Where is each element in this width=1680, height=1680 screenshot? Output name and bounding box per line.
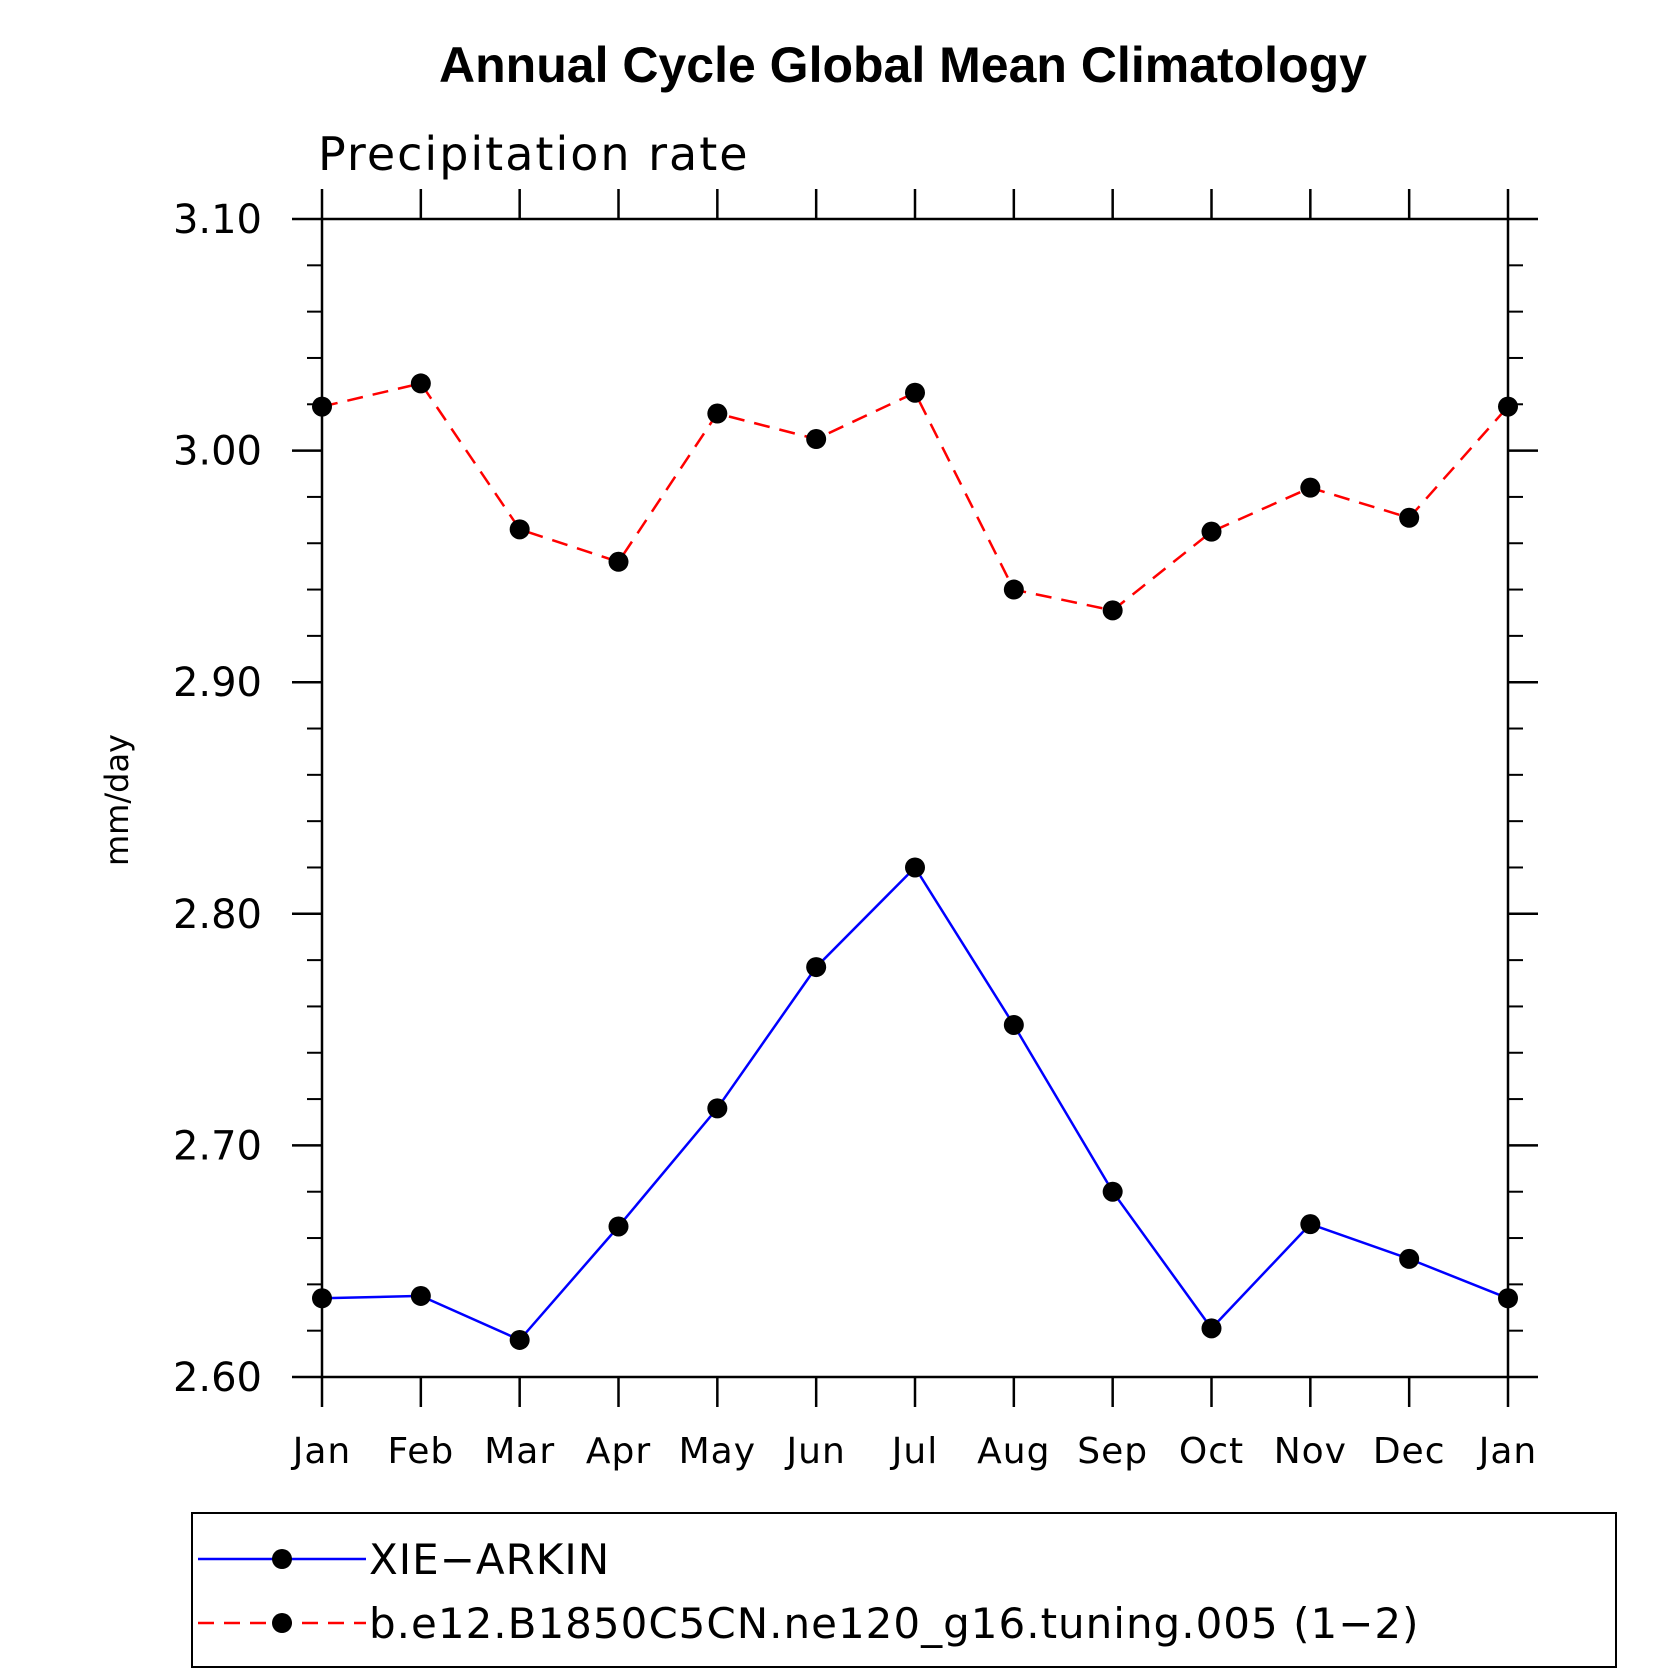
data-point	[707, 403, 728, 424]
series-2	[312, 373, 1518, 621]
x-tick-label: Aug	[977, 1431, 1050, 1472]
legend-label-2: b.e12.B1850C5CN.ne120_g16.tuning.005 (1−…	[369, 1599, 1420, 1648]
x-tick-label: Oct	[1179, 1431, 1244, 1472]
y-tick-label: 3.10	[173, 197, 262, 243]
x-tick-label: Jun	[785, 1431, 846, 1472]
y-axis-label: mm/day	[98, 734, 136, 866]
x-tick-label: Feb	[387, 1431, 454, 1472]
y-tick-label: 2.60	[173, 1355, 262, 1401]
data-point	[1498, 1288, 1518, 1309]
data-point	[608, 1216, 629, 1237]
data-point	[410, 373, 431, 394]
x-tick-label: Mar	[484, 1431, 555, 1472]
chart-subtitle: Precipitation rate	[318, 127, 750, 181]
legend-label-1: XIE−ARKIN	[369, 1535, 610, 1584]
data-point	[806, 429, 827, 450]
x-tick-label: Sep	[1077, 1431, 1148, 1472]
data-point	[1399, 507, 1420, 528]
legend-box	[191, 1512, 1617, 1668]
series-layer	[312, 373, 1518, 1350]
data-point	[410, 1285, 431, 1306]
data-point	[1102, 600, 1123, 621]
y-axis: 2.60 2.70 2.80 2.90 3.00 3.10	[173, 197, 1538, 1401]
x-tick-label: Jul	[890, 1431, 938, 1472]
x-tick-label: May	[679, 1431, 756, 1472]
data-point	[1003, 579, 1024, 600]
data-point	[1201, 1318, 1222, 1339]
y-tick-label: 3.00	[173, 429, 262, 475]
y-tick-label: 2.80	[173, 892, 262, 938]
x-tick-label: Apr	[586, 1431, 651, 1472]
chart-title: Annual Cycle Global Mean Climatology	[439, 37, 1367, 93]
x-tick-label: Nov	[1274, 1431, 1347, 1472]
data-point	[806, 957, 827, 978]
series-line	[321, 381, 1509, 612]
data-point	[1300, 477, 1321, 498]
series-line	[321, 865, 1509, 1342]
y-tick-label: 2.90	[173, 660, 262, 706]
data-point	[707, 1098, 728, 1119]
x-tick-label: Jan	[1477, 1431, 1538, 1472]
data-point	[1102, 1181, 1123, 1202]
x-axis: Jan Feb Mar Apr May Jun Jul Aug Sep Oct Nov Dec Jan	[291, 189, 1538, 1472]
data-point	[1201, 521, 1222, 542]
data-point	[608, 551, 629, 572]
data-point	[1399, 1248, 1420, 1269]
legend-marker-1	[272, 1549, 292, 1569]
legend-marker-2	[272, 1613, 292, 1633]
x-tick-label: Dec	[1373, 1431, 1446, 1472]
data-point	[1003, 1014, 1024, 1035]
data-point	[1300, 1214, 1321, 1235]
legend: XIE−ARKIN b.e12.B1850C5CN.ne120_g16.tunin…	[191, 1512, 1617, 1668]
x-tick-label: Jan	[291, 1431, 352, 1472]
data-point	[312, 1288, 332, 1309]
data-point	[905, 857, 925, 878]
data-point	[509, 519, 530, 540]
data-point	[312, 396, 332, 417]
y-tick-label: 2.70	[173, 1123, 262, 1169]
data-point	[509, 1329, 530, 1350]
data-point	[905, 382, 925, 403]
data-point	[1498, 396, 1518, 417]
series-1	[312, 857, 1518, 1350]
